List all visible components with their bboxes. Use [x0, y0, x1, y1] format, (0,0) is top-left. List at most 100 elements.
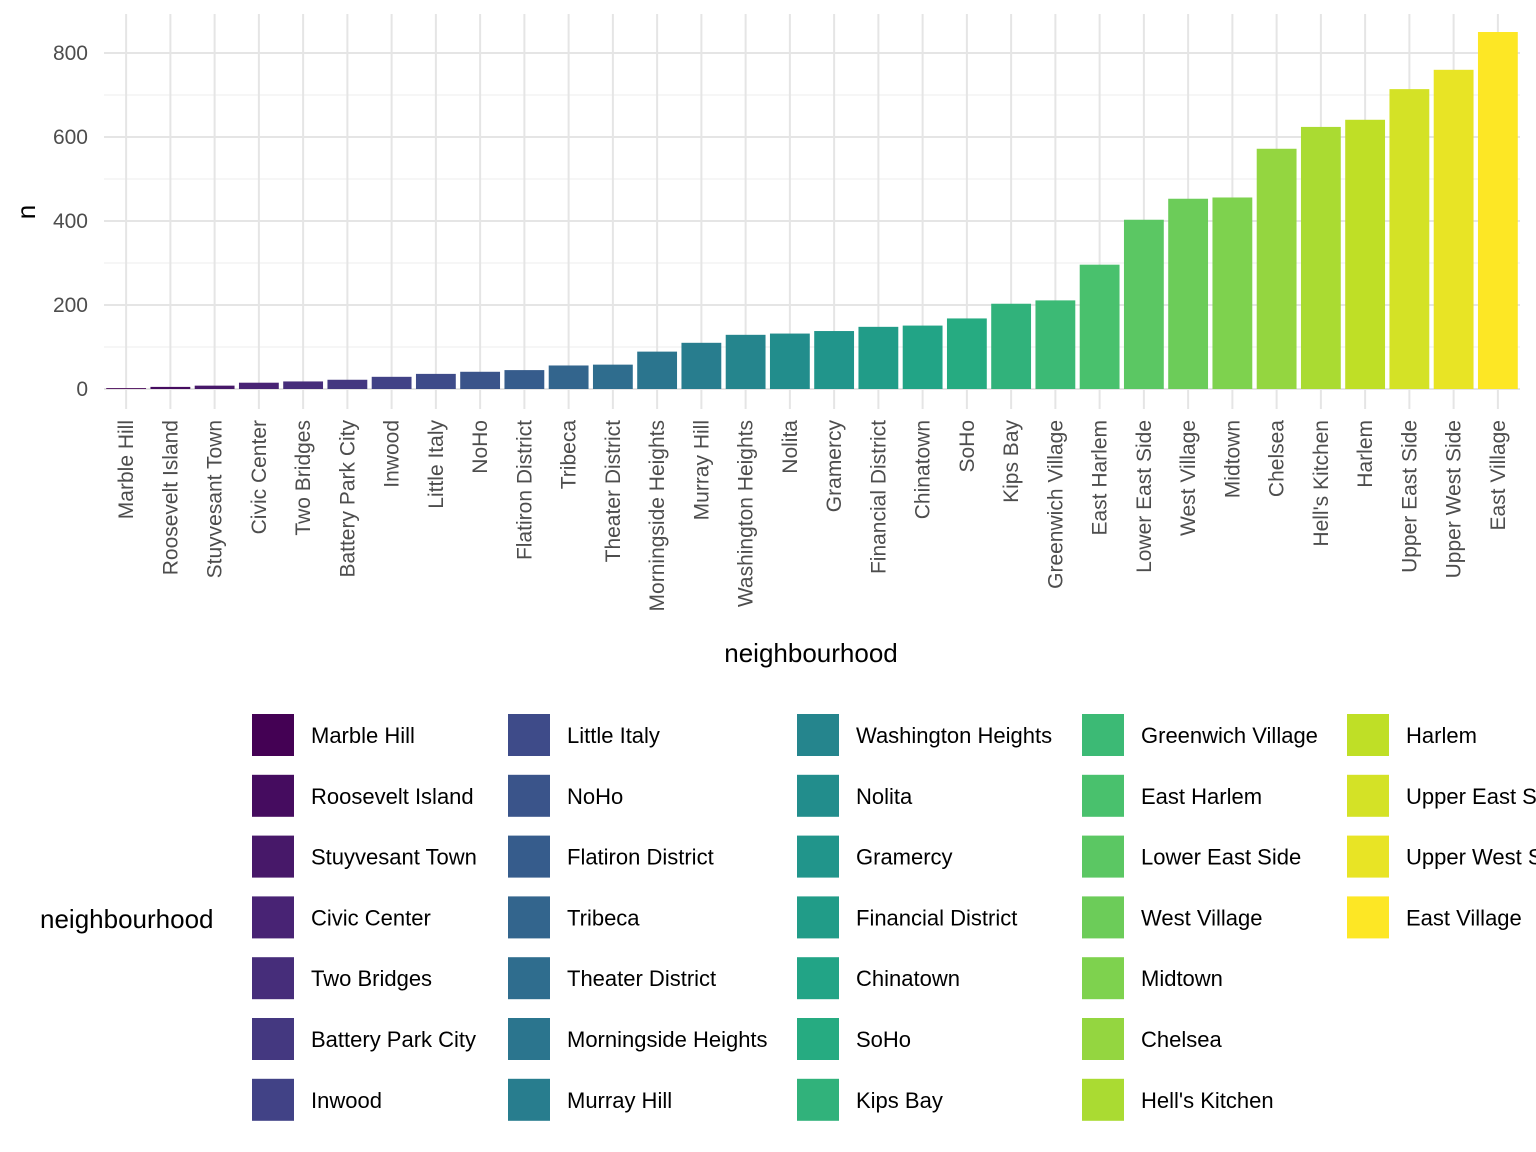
x-tick-label: Gramercy [823, 420, 846, 513]
legend-swatch [252, 896, 294, 939]
bar-little-italy [415, 373, 456, 389]
bar-noho [460, 371, 501, 389]
x-tick-label: Nolita [779, 420, 802, 474]
x-tick-label: East Harlem [1089, 420, 1112, 536]
legend-item-label: Kips Bay [856, 1088, 943, 1113]
x-tick-label: Morningside Heights [646, 420, 669, 611]
bar-gramercy [814, 331, 855, 389]
legend-item-label: Gramercy [856, 845, 953, 870]
x-tick-label: Theater District [602, 420, 625, 563]
legend-item-label: Chinatown [856, 966, 960, 991]
bar-civic-center [238, 382, 279, 389]
bar-battery-park-city [327, 379, 368, 389]
legend-swatch [1082, 714, 1124, 756]
y-tick-label: 200 [53, 294, 88, 317]
legend-swatch [508, 1018, 550, 1060]
legend-item-label: Midtown [1141, 966, 1223, 991]
bar-lower-east-side [1123, 219, 1164, 389]
legend-swatch [508, 896, 550, 939]
legend-swatch [797, 896, 839, 939]
x-tick-label: Lower East Side [1133, 420, 1156, 573]
bar-murray-hill [681, 342, 722, 389]
legend-item-label: East Village [1406, 905, 1522, 930]
legend-item-label: Morningside Heights [567, 1027, 768, 1052]
bar-nolita [769, 333, 810, 389]
bar-roosevelt-island [150, 386, 191, 389]
y-tick-label: 800 [53, 42, 88, 65]
x-tick-label: Hell's Kitchen [1310, 420, 1333, 547]
legend-item-label: Civic Center [311, 905, 431, 930]
x-tick-label: Harlem [1354, 420, 1377, 488]
legend-swatch [797, 1018, 839, 1060]
x-tick-label: East Village [1487, 420, 1510, 531]
legend-swatch [1082, 1078, 1124, 1121]
bar-kips-bay [991, 303, 1032, 389]
x-tick-label: Two Bridges [292, 420, 315, 536]
bar-soho [946, 318, 987, 389]
legend-swatch [797, 774, 839, 817]
bar-west-village [1168, 198, 1209, 389]
bar-theater-district [592, 364, 633, 389]
x-tick-label: West Village [1177, 420, 1200, 536]
x-tick-label: Financial District [867, 420, 890, 574]
y-tick-label: 600 [53, 126, 88, 149]
legend-item-label: Little Italy [567, 723, 660, 748]
legend-swatch [508, 774, 550, 817]
legend-item-label: Greenwich Village [1141, 723, 1318, 748]
bar-inwood [371, 376, 412, 389]
legend-swatch [252, 1078, 294, 1121]
legend-swatch [797, 957, 839, 1000]
x-tick-label: Stuyvesant Town [204, 420, 227, 578]
legend-item-label: Upper East Side [1406, 784, 1536, 809]
x-tick-labels: Marble Hill Roosevelt Island Stuyvesant To… [115, 420, 1510, 612]
legend-item-label: NoHo [567, 784, 623, 809]
legend-item-label: Battery Park City [311, 1027, 476, 1052]
legend-swatch [1347, 774, 1389, 817]
y-tick-label: 400 [53, 210, 88, 233]
legend-item-label: Marble Hill [311, 723, 415, 748]
legend-item-label: Upper West Side [1406, 845, 1536, 870]
bar-washington-heights [725, 334, 766, 389]
legend-swatch [797, 1078, 839, 1121]
y-tick-labels: 0 200 400 600 800 [53, 42, 88, 401]
x-axis-title: neighbourhood [724, 638, 898, 668]
legend-swatch [1347, 896, 1389, 939]
legend-swatch [1082, 835, 1124, 878]
legend-swatch [797, 714, 839, 756]
legend-item-label: East Harlem [1141, 784, 1262, 809]
x-tick-label: Greenwich Village [1044, 420, 1067, 589]
y-tick-label: 0 [76, 378, 88, 401]
legend-title: neighbourhood [40, 904, 214, 934]
x-tick-label: Washington Heights [735, 420, 758, 607]
legend-swatch [508, 1078, 550, 1121]
bar-east-harlem [1079, 264, 1120, 389]
bars [106, 32, 1518, 390]
x-tick-label: Midtown [1221, 420, 1244, 498]
x-tick-label: Chelsea [1266, 420, 1289, 497]
x-tick-label: Kips Bay [1000, 420, 1023, 503]
legend-swatch [1082, 957, 1124, 1000]
x-tick-label: Flatiron District [513, 420, 536, 560]
bar-marble-hill [106, 388, 147, 389]
x-tick-label: Civic Center [248, 420, 271, 534]
bar-east-village [1477, 32, 1518, 389]
legend-swatch [252, 714, 294, 756]
legend-item-label: Nolita [856, 784, 913, 809]
x-tick-label: SoHo [956, 420, 979, 473]
legend-swatch [1082, 1018, 1124, 1060]
legend-item-label: Hell's Kitchen [1141, 1088, 1274, 1113]
legend-swatch [508, 957, 550, 1000]
bar-hell-s-kitchen [1300, 126, 1341, 390]
bar-financial-district [858, 326, 899, 389]
legend-item-label: Two Bridges [311, 966, 432, 991]
bar-tribeca [548, 365, 589, 389]
legend-item-label: Roosevelt Island [311, 784, 474, 809]
legend-swatch [252, 1018, 294, 1060]
bar-greenwich-village [1035, 300, 1076, 389]
legend-item-label: Inwood [311, 1088, 382, 1113]
bar-upper-west-side [1433, 69, 1474, 390]
bar-midtown [1212, 197, 1253, 389]
legend-item-label: Stuyvesant Town [311, 845, 477, 870]
bar-harlem [1345, 119, 1386, 389]
